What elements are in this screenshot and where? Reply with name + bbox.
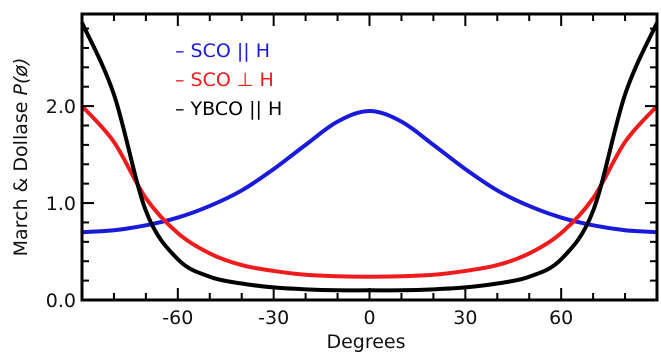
x-tick-label: 30 — [453, 307, 477, 329]
y-tick-label: 1.0 — [46, 193, 76, 215]
x-tick-label: -60 — [162, 307, 193, 329]
x-axis-title: Degrees — [326, 331, 405, 352]
x-tick-label: -30 — [258, 307, 289, 329]
series-line-2 — [80, 21, 659, 293]
tick-labels: -60 -30 0 30 60 0.0 1.0 2.0 — [46, 96, 573, 329]
plot-frame — [80, 12, 659, 302]
y-axis-title: March & Dollase P(ø) — [10, 58, 32, 257]
legend-entry-2: – YBCO || H — [175, 98, 282, 120]
legend-entry-1: – SCO ⊥ H — [175, 69, 274, 91]
y-axis-title-main: March & Dollase — [10, 96, 32, 257]
y-tick-label: 0.0 — [46, 290, 76, 312]
series-lines — [80, 21, 659, 293]
series-line-0 — [81, 108, 658, 235]
legend: – SCO || H – SCO ⊥ H – YBCO || H — [175, 40, 282, 120]
y-axis-title-symbol: P(ø) — [10, 58, 32, 96]
legend-entry-0: – SCO || H — [175, 40, 270, 62]
series-line-1 — [80, 104, 659, 279]
y-tick-label: 2.0 — [46, 96, 76, 118]
axis-ticks — [82, 14, 657, 300]
x-tick-label: 0 — [363, 307, 375, 329]
x-tick-label: 60 — [549, 307, 573, 329]
